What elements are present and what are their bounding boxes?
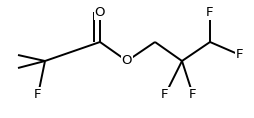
- Text: F: F: [188, 88, 196, 101]
- Text: F: F: [205, 6, 213, 19]
- Text: O: O: [121, 55, 132, 67]
- Text: F: F: [161, 88, 168, 101]
- Text: O: O: [94, 6, 105, 19]
- Text: F: F: [34, 88, 42, 101]
- Text: F: F: [235, 48, 243, 61]
